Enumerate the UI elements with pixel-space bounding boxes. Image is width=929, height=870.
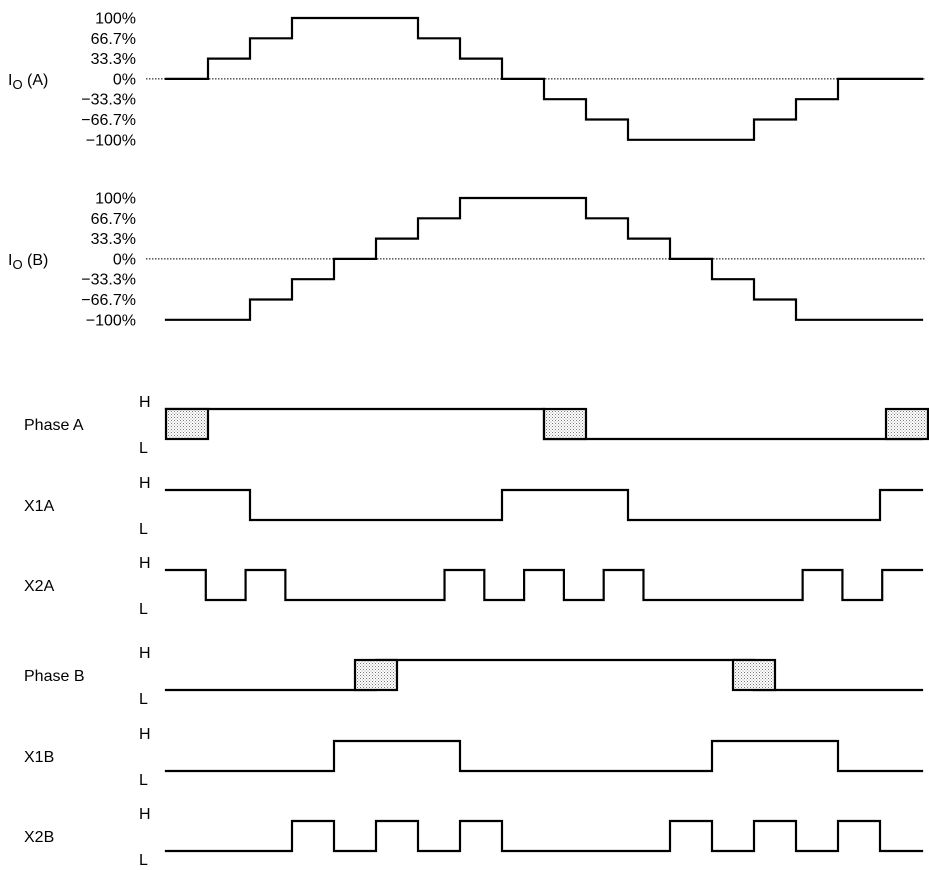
x2a-waveform — [164, 568, 924, 602]
x2a-high-label: H — [139, 555, 151, 572]
io-a-tick-label: 0% — [113, 71, 136, 88]
io-a-tick-label: −33.3% — [81, 92, 136, 109]
x2a-label: X2A — [24, 578, 55, 595]
phase-a-low-label: L — [139, 440, 148, 457]
x1a-waveform — [164, 488, 924, 522]
io-b-tick-label: 100% — [95, 191, 136, 208]
io-b-waveform — [164, 196, 924, 321]
phase-b-low-label: L — [139, 691, 148, 708]
io-b-tick-label: −100% — [86, 312, 136, 329]
io-b-tick-label: 66.7% — [91, 211, 136, 228]
io-a-axis-label: IO (A) — [8, 72, 48, 92]
x1b-low-label: L — [139, 772, 148, 789]
io-b-tick-label: 0% — [113, 251, 136, 268]
phase-a-transition-zone — [884, 407, 929, 441]
io-a-tick-label: 100% — [95, 11, 136, 28]
x1a-high-label: H — [139, 475, 151, 492]
phase-b-waveform — [164, 658, 924, 692]
io-a-tick-label: 66.7% — [91, 31, 136, 48]
x1b-high-label: H — [139, 726, 151, 743]
io-b-tick-label: −33.3% — [81, 272, 136, 289]
phase-a-high-label: H — [139, 394, 151, 411]
x2b-high-label: H — [139, 806, 151, 823]
phase-b-transition-zone — [353, 658, 399, 692]
phase-a-transition-zone — [164, 407, 210, 441]
io-b-axis-label: IO (B) — [8, 252, 48, 272]
phase-a-transition-zone — [542, 407, 588, 441]
x2b-low-label: L — [139, 852, 148, 865]
phase-a-label: Phase A — [24, 417, 84, 434]
io-b-tick-label: 33.3% — [91, 231, 136, 248]
io-a-waveform — [164, 16, 924, 141]
x1a-low-label: L — [139, 521, 148, 538]
x2b-label: X2B — [24, 829, 54, 846]
x1b-label: X1B — [24, 749, 54, 766]
io-a-tick-label: −66.7% — [81, 112, 136, 129]
x2b-waveform — [164, 819, 924, 853]
x2a-low-label: L — [139, 601, 148, 618]
io-a-tick-label: 33.3% — [91, 51, 136, 68]
x1b-waveform — [164, 739, 924, 773]
phase-b-transition-zone — [731, 658, 777, 692]
phase-b-high-label: H — [139, 645, 151, 662]
x1a-label: X1A — [24, 498, 55, 515]
phase-b-label: Phase B — [24, 668, 84, 685]
io-a-tick-label: −100% — [86, 132, 136, 149]
io-b-tick-label: −66.7% — [81, 292, 136, 309]
